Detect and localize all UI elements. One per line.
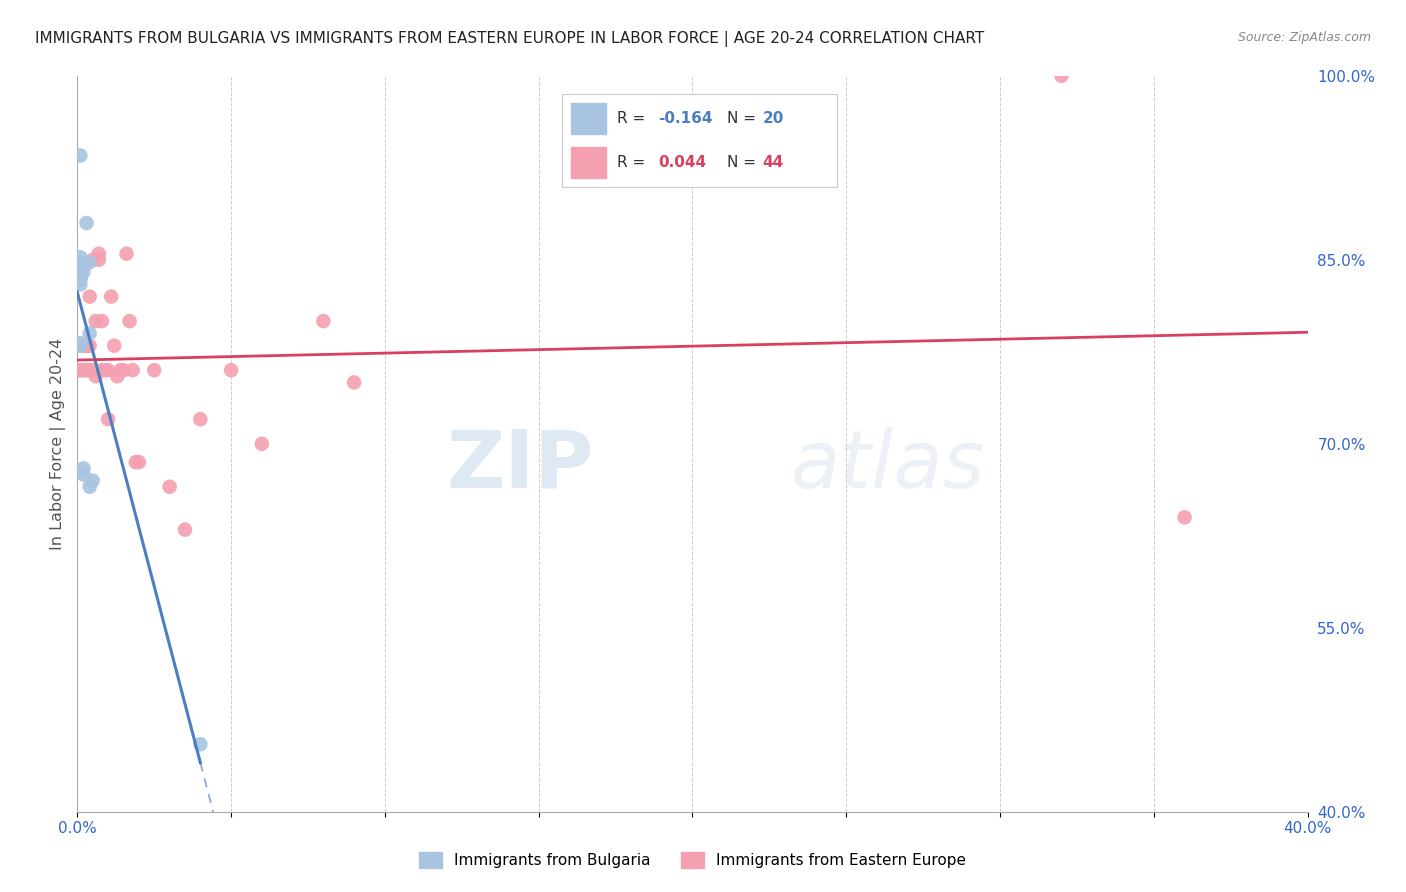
Point (79, 480, 101, 494)
Point (121, 363, 143, 377)
Point (69, 272, 91, 286)
Text: 0.044: 0.044 (658, 154, 706, 169)
Text: N =: N = (727, 154, 761, 169)
Legend: Immigrants from Bulgaria, Immigrants from Eastern Europe: Immigrants from Bulgaria, Immigrants fro… (413, 846, 972, 874)
Text: atlas: atlas (792, 427, 986, 505)
Point (103, 338, 125, 352)
Point (159, 480, 181, 494)
Text: Source: ZipAtlas.com: Source: ZipAtlas.com (1237, 31, 1371, 45)
Point (97, 363, 120, 377)
Point (72, 259, 94, 273)
Text: ZIP: ZIP (447, 427, 595, 505)
Point (72, 461, 94, 475)
Point (69, 363, 91, 377)
Point (72, 467, 94, 482)
Point (125, 455, 148, 469)
Point (69, 363, 91, 377)
Point (174, 523, 197, 537)
Point (79, 326, 101, 341)
Point (69, 336, 91, 351)
Point (76, 216, 98, 230)
Point (112, 363, 135, 377)
Point (143, 363, 166, 377)
Point (72, 338, 94, 352)
Point (69, 338, 91, 352)
Point (69, 338, 91, 352)
Point (82, 474, 104, 488)
Point (90, 363, 114, 377)
Point (250, 437, 273, 451)
Text: 44: 44 (762, 154, 783, 169)
Bar (571, 147, 606, 178)
Point (79, 255, 101, 269)
Point (97, 412, 120, 426)
Point (69, 255, 91, 269)
Point (219, 363, 242, 377)
Text: N =: N = (727, 112, 761, 127)
Point (72, 363, 94, 377)
Point (69, 277, 91, 292)
Text: IMMIGRANTS FROM BULGARIA VS IMMIGRANTS FROM EASTERN EUROPE IN LABOR FORCE | AGE : IMMIGRANTS FROM BULGARIA VS IMMIGRANTS F… (35, 31, 984, 47)
Point (69, 265, 91, 279)
Text: R =: R = (617, 154, 651, 169)
Bar (571, 103, 606, 134)
Point (105, 369, 128, 384)
Text: 20: 20 (762, 112, 785, 127)
Text: R =: R = (617, 112, 651, 127)
Point (82, 363, 104, 377)
Point (115, 246, 138, 260)
Point (79, 289, 101, 303)
Point (76, 338, 98, 352)
Point (69, 251, 91, 265)
Point (188, 412, 212, 426)
Point (82, 252, 104, 267)
Point (72, 265, 94, 279)
Y-axis label: In Labor Force | Age 20-24: In Labor Force | Age 20-24 (51, 338, 66, 549)
Point (76, 338, 98, 352)
Point (76, 363, 98, 377)
Point (79, 363, 101, 377)
Point (79, 338, 101, 352)
Text: -0.164: -0.164 (658, 112, 713, 127)
Point (1174, 510, 1197, 524)
Point (76, 363, 98, 377)
Point (312, 314, 335, 328)
Point (87, 252, 110, 267)
Point (188, 737, 212, 751)
Point (69, 148, 91, 162)
Point (69, 268, 91, 282)
Point (84, 314, 107, 328)
Point (128, 455, 150, 469)
Point (343, 376, 366, 390)
Point (1050, 69, 1073, 83)
Point (90, 314, 114, 328)
Point (94, 363, 117, 377)
Point (84, 369, 107, 384)
Point (87, 246, 110, 260)
Point (72, 259, 94, 273)
Point (110, 363, 132, 377)
Point (69, 270, 91, 285)
Point (100, 289, 122, 303)
Point (118, 314, 141, 328)
